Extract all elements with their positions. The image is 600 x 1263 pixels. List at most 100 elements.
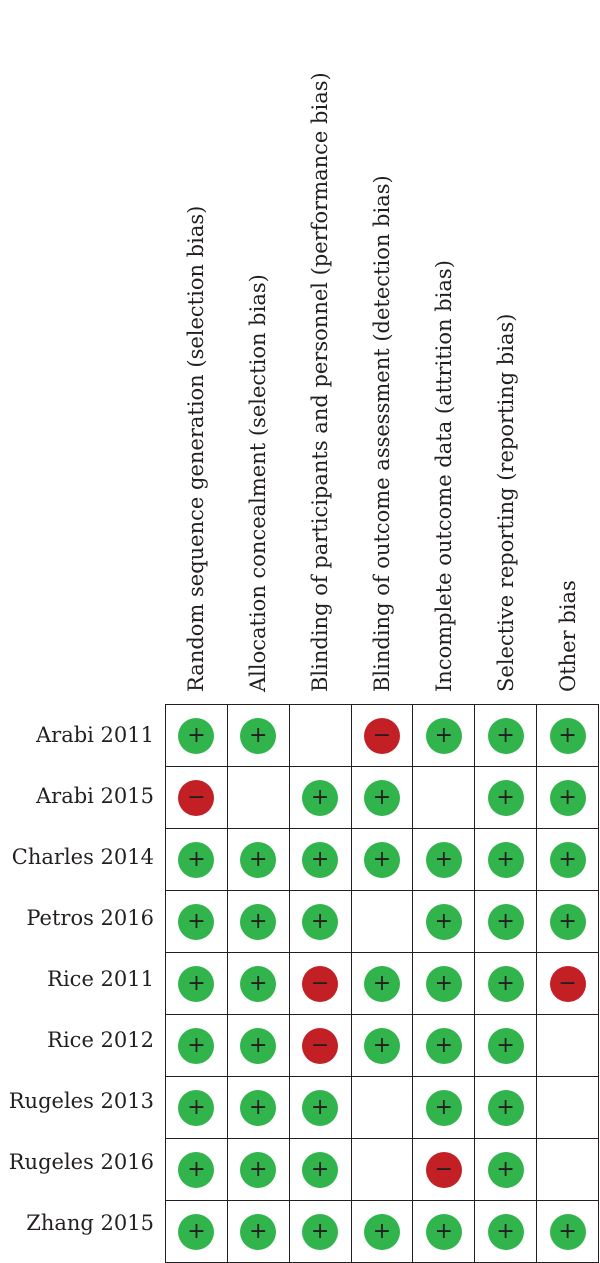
rating-cell: − — [165, 766, 228, 829]
plus-icon: + — [496, 970, 515, 996]
plus-icon: + — [496, 846, 515, 872]
plus-icon: + — [249, 1218, 268, 1244]
plus-icon: + — [187, 846, 206, 872]
plus-icon: + — [434, 908, 454, 934]
plus-icon: + — [372, 970, 392, 996]
rating-cell: + — [474, 1138, 538, 1201]
low-risk-mark: + — [363, 1027, 400, 1064]
rating-cell: + — [350, 828, 414, 891]
table-row: + + + + + — [165, 1076, 599, 1139]
rating-cell: + — [536, 704, 599, 767]
minus-icon: − — [372, 722, 392, 748]
plus-icon: + — [249, 1094, 268, 1120]
plus-icon: + — [496, 1218, 515, 1244]
rating-cell: + — [288, 1200, 352, 1263]
plus-icon: + — [310, 846, 330, 872]
low-risk-mark: + — [487, 779, 524, 816]
rating-cell: + — [288, 828, 352, 891]
low-risk-mark: + — [240, 1027, 277, 1064]
rating-cell: + — [165, 1076, 228, 1139]
low-risk-mark: + — [302, 1213, 339, 1250]
rating-cell: + — [474, 766, 538, 829]
rating-cell: + — [412, 890, 476, 953]
column-header: Allocation concealment (selection bias) — [246, 274, 270, 692]
column-header: Other bias — [556, 580, 580, 692]
low-risk-mark: + — [549, 717, 586, 754]
plus-icon: + — [558, 722, 577, 748]
study-label: Rugeles 2013 — [8, 1088, 154, 1113]
minus-icon: − — [558, 970, 577, 996]
low-risk-mark: + — [178, 841, 215, 878]
low-risk-mark: + — [425, 1089, 462, 1126]
plus-icon: + — [496, 1032, 515, 1058]
low-risk-mark: + — [549, 841, 586, 878]
high-risk-mark: − — [302, 1027, 339, 1064]
column-header: Selective reporting (reporting bias) — [494, 313, 518, 692]
high-risk-mark: − — [425, 1151, 462, 1188]
low-risk-mark: + — [425, 1027, 462, 1064]
rating-cell: + — [536, 828, 599, 891]
plus-icon: + — [249, 846, 268, 872]
high-risk-mark: − — [549, 965, 586, 1002]
table-row: + + − + + + — [165, 1014, 599, 1077]
plus-icon: + — [434, 1218, 454, 1244]
study-label: Arabi 2015 — [35, 783, 154, 808]
low-risk-mark: + — [363, 779, 400, 816]
low-risk-mark: + — [302, 841, 339, 878]
low-risk-mark: + — [487, 965, 524, 1002]
rating-cell: + — [165, 890, 228, 953]
low-risk-mark: + — [240, 965, 277, 1002]
rating-cell — [536, 1076, 599, 1139]
table-row: + + + − + — [165, 1138, 599, 1201]
plus-icon: + — [310, 908, 330, 934]
low-risk-mark: + — [240, 717, 277, 754]
plus-icon: + — [310, 1218, 330, 1244]
rating-cell — [536, 1014, 599, 1077]
low-risk-mark: + — [178, 717, 215, 754]
rating-cell: + — [536, 1200, 599, 1263]
rating-cell: + — [536, 890, 599, 953]
low-risk-mark: + — [425, 903, 462, 940]
plus-icon: + — [187, 722, 206, 748]
low-risk-mark: + — [425, 841, 462, 878]
plus-icon: + — [434, 1094, 454, 1120]
low-risk-mark: + — [425, 717, 462, 754]
low-risk-mark: + — [487, 841, 524, 878]
plus-icon: + — [249, 908, 268, 934]
low-risk-mark: + — [302, 903, 339, 940]
column-header: Incomplete outcome data (attrition bias) — [432, 260, 456, 692]
plus-icon: + — [249, 722, 268, 748]
high-risk-mark: − — [302, 965, 339, 1002]
low-risk-mark: + — [240, 1213, 277, 1250]
rating-cell: − — [288, 1014, 352, 1077]
low-risk-mark: + — [487, 1151, 524, 1188]
plus-icon: + — [496, 1156, 515, 1182]
plus-icon: + — [310, 1094, 330, 1120]
study-label: Rice 2011 — [47, 966, 154, 991]
rating-cell: + — [350, 1014, 414, 1077]
low-risk-mark: + — [487, 717, 524, 754]
table-row: + + − + + + — [165, 704, 599, 767]
plus-icon: + — [372, 846, 392, 872]
plus-icon: + — [249, 970, 268, 996]
plus-icon: + — [310, 784, 330, 810]
low-risk-mark: + — [425, 1213, 462, 1250]
plus-icon: + — [372, 784, 392, 810]
rating-cell: − — [350, 704, 414, 767]
rating-cell: + — [226, 1200, 290, 1263]
rating-cell: + — [226, 704, 290, 767]
rating-cell: − — [536, 952, 599, 1015]
plus-icon: + — [434, 970, 454, 996]
table-row: + + + + + + + — [165, 1200, 599, 1263]
rating-cell: + — [226, 890, 290, 953]
table-row: + + + + + + + — [165, 828, 599, 891]
low-risk-mark: + — [178, 1027, 215, 1064]
plus-icon: + — [558, 846, 577, 872]
rating-cell — [350, 1076, 414, 1139]
rating-cell: + — [226, 1076, 290, 1139]
rating-cell: + — [350, 952, 414, 1015]
high-risk-mark: − — [178, 779, 215, 816]
rating-cell: + — [350, 766, 414, 829]
plus-icon: + — [310, 1156, 330, 1182]
table-row: + + − + + + − — [165, 952, 599, 1015]
